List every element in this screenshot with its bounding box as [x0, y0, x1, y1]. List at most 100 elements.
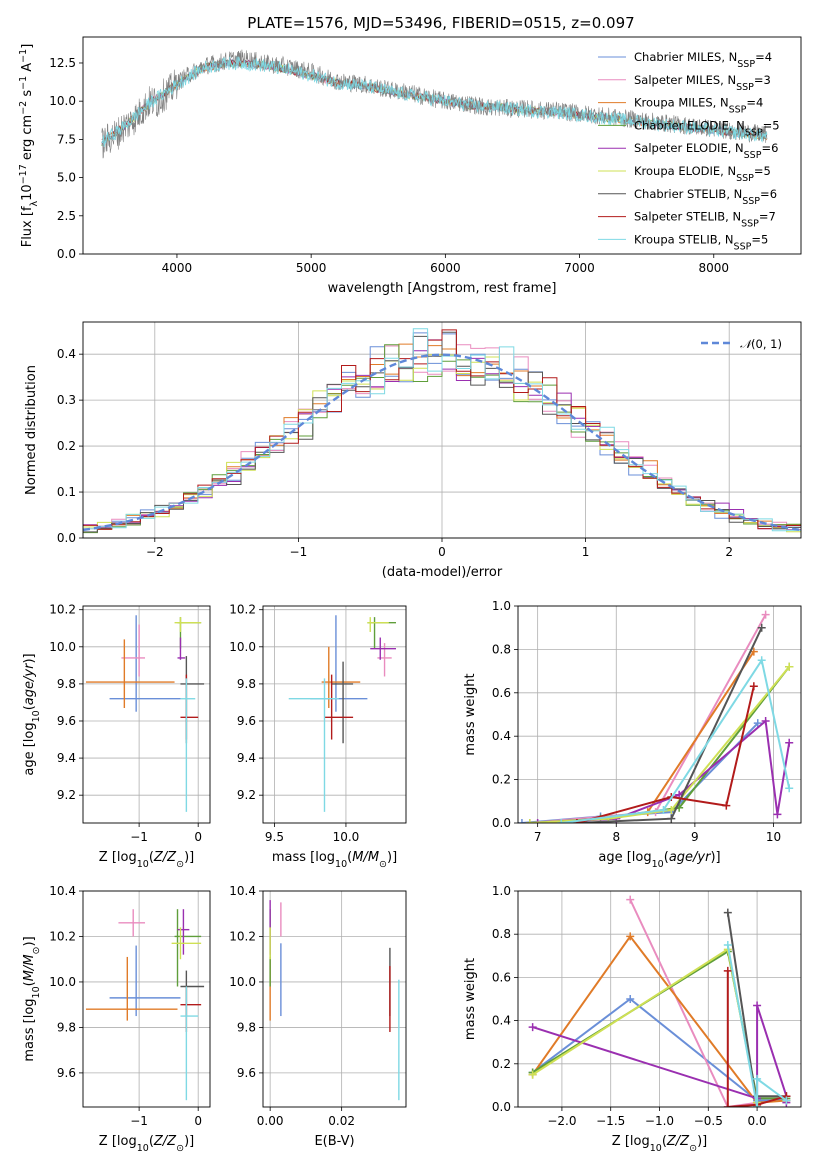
grid	[518, 605, 801, 824]
panel-mass_vs_ebv: 0.00 0.02 9.6 9.8 10.0 10.2 10.4 E(B-V)	[229, 884, 407, 1149]
y-tick-label: 10.2	[49, 603, 76, 617]
plot-area	[101, 49, 768, 159]
errorbar-point-4	[177, 637, 186, 660]
weight-marker	[528, 1070, 537, 1079]
errorbar-point-2	[321, 646, 361, 709]
x-tick-label: 0	[194, 1114, 202, 1128]
errorbar-point-3	[174, 909, 202, 987]
weight-marker	[773, 810, 782, 819]
y-tick-label: 10.2	[229, 603, 256, 617]
plot-area	[528, 895, 791, 1107]
weight-marker	[757, 623, 766, 632]
x-tick-label: 2	[725, 545, 733, 559]
y-tick-label: 0.6	[492, 686, 511, 700]
weight-series-2	[531, 934, 787, 1104]
panel-mass_vs_Z: −1 0 9.6 9.8 10.0 10.2 10.4 Z [log10(Z/Z⊙)] mass…	[22, 884, 211, 1154]
weight-marker	[525, 819, 534, 823]
weight-series-1	[629, 899, 758, 1107]
x-axis-label: age [log10(age/yr)]	[598, 850, 720, 870]
axes-frame	[517, 605, 802, 824]
x-tick-label: 8000	[698, 261, 729, 275]
x-axis-label: Z [log10(Z/Z⊙)]	[99, 1134, 194, 1154]
residuals-legend: 𝒩(0, 1)	[701, 337, 782, 351]
weight-marker	[518, 819, 526, 823]
errorbar-point-4	[370, 637, 396, 660]
weight-marker	[528, 1023, 537, 1032]
y-axis-label: Flux [fλ10−17 erg cm−2 s−1 A−1]	[18, 44, 40, 248]
weight-marker	[626, 895, 635, 904]
errorbar-point-8	[180, 986, 199, 1101]
errorbar-point-2	[85, 639, 175, 709]
y-tick-label: 9.6	[57, 714, 76, 728]
x-tick-label: −2	[146, 545, 164, 559]
plot-area	[83, 328, 801, 534]
weight-marker	[785, 662, 794, 671]
x-tick-label: −2.0	[547, 1114, 576, 1128]
weight-series-7	[726, 970, 787, 1107]
errorbar-point-8	[288, 678, 339, 812]
spectrum-legend: Chabrier MILES, NSSP=4 Salpeter MILES, NS…	[598, 50, 780, 252]
y-tick-label: 10.4	[229, 884, 256, 898]
y-tick-label: 1.0	[492, 599, 511, 613]
figure-title: PLATE=1576, MJD=53496, FIBERID=0515, z=0…	[247, 14, 634, 32]
x-tick-label: 0.0	[748, 1114, 767, 1128]
weight-marker	[761, 610, 770, 619]
weight-marker	[626, 995, 635, 1003]
plot-area	[288, 615, 396, 812]
y-tick-label: 0.8	[492, 642, 511, 656]
x-tick-label: 4000	[162, 261, 193, 275]
y-tick-label: 0.0	[57, 247, 76, 261]
errorbar-point-6	[331, 661, 354, 744]
grid	[83, 606, 210, 823]
errorbar-point-5	[367, 617, 389, 632]
plot-area	[518, 610, 794, 823]
x-axis-label: (data-model)/error	[382, 565, 503, 580]
y-tick-label: 0.0	[492, 816, 511, 830]
y-tick-label: 9.2	[237, 788, 256, 802]
errorbar-point-0	[109, 945, 181, 1017]
y-tick-label: 0.0	[57, 531, 76, 545]
y-tick-label: 7.5	[57, 132, 76, 146]
legend-label-5: Kroupa ELODIE, NSSP=5	[634, 164, 771, 184]
y-axis-label: mass [log10(M/M⊙)]	[22, 936, 42, 1061]
y-tick-label: 0.2	[57, 439, 76, 453]
weight-marker	[723, 941, 732, 949]
errorbar-point-7	[324, 674, 354, 740]
x-tick-label: 8	[612, 830, 620, 844]
y-tick-label: 0.2	[492, 1057, 511, 1071]
axes-frame	[262, 890, 407, 1108]
weight-marker	[753, 719, 762, 728]
weight-marker	[785, 784, 794, 793]
x-tick-label: −1	[130, 1114, 148, 1128]
legend-label-1: Salpeter MILES, NSSP=3	[634, 73, 771, 93]
plot-area	[269, 900, 400, 1101]
y-tick-label: 10.2	[49, 929, 76, 943]
errorbar-point-0	[109, 615, 181, 712]
weight-series-5	[529, 666, 790, 823]
legend-label-3: Chabrier ELODIE, NSSP=5	[634, 118, 780, 138]
weight-marker	[785, 738, 794, 747]
x-axis-label: mass [log10(M/M⊙)]	[272, 850, 397, 870]
x-axis-label: E(B-V)	[314, 1134, 354, 1149]
legend-label-4: Salpeter ELODIE, NSSP=6	[634, 141, 778, 161]
y-tick-label: 0.1	[57, 485, 76, 499]
panel-spectrum: 4000 5000 6000 7000 8000 0.0 2.5 5.0 7.5 10.0 12.5…	[18, 36, 802, 296]
normal-reference-curve	[83, 353, 801, 532]
errorbar-point-0	[310, 615, 368, 712]
y-axis-label: mass weight	[463, 673, 478, 755]
weight-marker	[761, 717, 770, 726]
weight-marker	[667, 805, 676, 814]
y-tick-label: 10.0	[229, 640, 256, 654]
y-tick-label: 9.4	[57, 751, 76, 765]
errorbar-point-1	[121, 624, 146, 677]
x-tick-label: 5000	[296, 261, 327, 275]
y-tick-label: 10.0	[229, 975, 256, 989]
weight-marker	[626, 932, 635, 941]
x-tick-label: −1	[130, 830, 148, 844]
y-tick-label: 10.0	[49, 975, 76, 989]
x-tick-label: −1	[290, 545, 308, 559]
x-tick-label: 1	[582, 545, 590, 559]
y-tick-label: 0.2	[492, 773, 511, 787]
weight-series-0	[521, 722, 759, 823]
